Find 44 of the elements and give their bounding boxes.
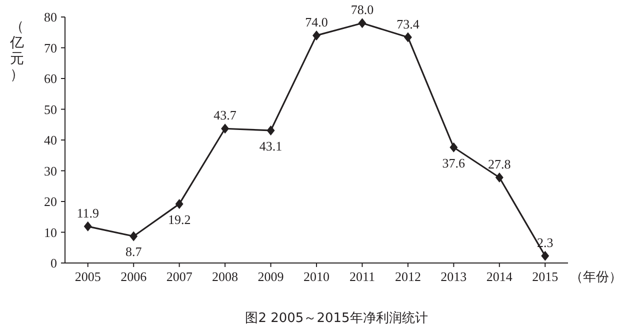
data-label: 73.4	[396, 16, 420, 32]
point	[450, 142, 458, 152]
x-tick-label: 2005	[74, 269, 101, 284]
x-axis-title: （年份）	[570, 269, 618, 284]
y-axis-title: （亿元）	[9, 19, 24, 83]
point	[312, 30, 320, 40]
data-label: 78.0	[350, 2, 374, 18]
data-label: 11.9	[76, 205, 100, 220]
y-tick-label: 10	[44, 224, 57, 240]
x-tick-label: 2008	[212, 269, 238, 284]
x-tick-label: 2014	[486, 269, 513, 284]
y-tick-label: 50	[44, 102, 57, 117]
data-label: 37.6	[442, 155, 466, 170]
point	[84, 221, 92, 232]
point	[495, 172, 504, 183]
point	[358, 18, 366, 28]
point	[130, 231, 138, 242]
y-tick-label: 40	[44, 132, 57, 148]
data-label: 74.0	[305, 14, 328, 30]
x-tick-label: 2006	[120, 269, 148, 284]
data-label: 8.7	[125, 244, 142, 260]
data-label: 19.2	[168, 212, 191, 227]
y-tick-label: 30	[44, 163, 57, 178]
x-tick-label: 2013	[440, 269, 467, 284]
x-tick-label: 2007	[166, 269, 193, 284]
data-label: 27.8	[488, 156, 511, 172]
point	[404, 32, 412, 42]
x-tick-label: 2015	[532, 269, 558, 284]
data-label: 43.7	[214, 108, 237, 123]
point	[266, 125, 275, 136]
y-tick-label: 80	[44, 10, 57, 24]
y-tick-label: 70	[44, 40, 57, 56]
y-tick-label: 60	[44, 71, 57, 86]
point	[175, 198, 184, 209]
point	[541, 250, 550, 261]
data-label: 43.1	[259, 138, 282, 154]
y-tick-label: 0	[50, 256, 57, 270]
y-tick-label: 20	[44, 194, 57, 209]
x-tick-label: 2010	[304, 269, 330, 284]
x-tick-label: 2011	[349, 269, 375, 284]
point	[221, 124, 230, 134]
x-tick-label: 2009	[258, 269, 284, 284]
x-tick-label: 2012	[394, 269, 421, 284]
text: 图2 2005～2015年净利润统计	[245, 311, 428, 326]
